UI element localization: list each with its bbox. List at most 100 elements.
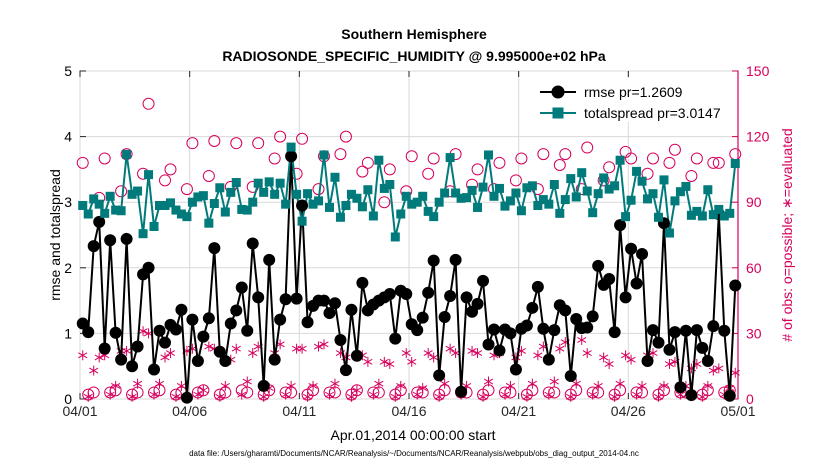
obs-evaluated-point [544,389,554,400]
totalspread-point [116,206,126,216]
rmse-point [663,343,676,356]
totalspread-point [100,208,110,218]
rmse-point [647,324,660,337]
obs-evaluated-point [472,348,483,359]
rmse-point [148,363,161,376]
rmse-point [153,324,166,337]
totalspread-point [270,189,280,199]
y2-tick-label: 150 [746,63,770,79]
totalspread-point [610,181,620,191]
rmse-point [356,276,369,289]
obs-possible-point [493,156,506,169]
obs-possible-point [350,384,363,397]
obs-possible-point [471,163,484,176]
rmse-point [559,304,572,317]
rmse-point [608,326,621,339]
obs-evaluated-point [500,389,510,400]
obs-evaluated-point [604,359,614,370]
obs-evaluated-point [396,380,406,391]
rmse-point [482,338,495,351]
totalspread-point [648,189,658,199]
totalspread-point [434,197,444,207]
obs-possible-point [378,196,391,209]
totalspread-point [264,177,274,187]
obs-evaluated-point [231,343,241,354]
rmse-point [542,353,555,366]
rmse-point [509,363,522,376]
rmse-point [690,324,703,337]
rmse-point [257,379,270,392]
totalspread-point [725,208,735,218]
obs-evaluated-point [248,348,258,359]
obs-evaluated-point [281,389,291,400]
rmse-point [246,237,259,250]
obs-evaluated-point [429,352,439,363]
totalspread-point [160,200,170,210]
series-markers [76,142,742,404]
rmse-point [318,294,331,307]
totalspread-point [390,232,400,242]
x-tick-label: 04/01 [62,403,97,419]
obs-possible-point [553,159,566,172]
totalspread-point [582,186,592,196]
obs-evaluated-point [363,356,373,367]
y2-tick-label: 60 [746,260,762,276]
rmse-point [235,281,248,294]
totalspread-point [681,181,691,191]
totalspread-point [237,204,247,214]
obs-evaluated-point [418,383,428,394]
obs-evaluated-point [412,389,422,400]
totalspread-point [176,209,186,219]
rmse-point [641,354,654,367]
rmse-point [433,369,446,382]
obs-evaluated-point [352,385,362,396]
obs-evaluated-point [132,378,143,389]
totalspread-point [593,189,603,199]
rmse-point [526,301,539,314]
obs-possible-point [186,137,199,150]
totalspread-point [407,199,417,209]
obs-evaluated-point [127,391,137,402]
obs-evaluated-point [703,380,713,391]
rmse-point [416,311,429,324]
rmse-point [389,332,402,345]
totalspread-point [165,198,175,208]
totalspread-point [719,211,729,221]
totalspread-point [248,197,258,207]
obs-evaluated-point [165,348,176,359]
totalspread-point [462,193,472,203]
totalspread-point [149,221,159,231]
legend-totalspread-label: totalspread pr=3.0147 [584,105,721,121]
obs-possible-point [252,137,265,150]
rmse-point [548,324,561,337]
obs-possible-point [405,150,418,163]
y2-axis-label: # of obs: o=possible; ∗=evaluated [779,128,795,341]
obs-evaluated-point [138,326,148,337]
obs-evaluated-point [505,380,516,391]
rmse-point [531,280,544,293]
totalspread-point [478,182,488,192]
totalspread-point [292,189,302,199]
obs-evaluated-point [664,359,675,370]
totalspread-point [335,212,345,222]
totalspread-point [675,187,685,197]
totalspread-point [494,183,504,193]
rmse-point [82,326,95,339]
rmse-line [81,155,737,399]
obs-evaluated-point [171,391,181,402]
y-tick-label: 5 [64,63,72,79]
rmse-point [345,303,358,316]
totalspread-point [171,205,181,215]
obs-evaluated-point [549,376,559,387]
obs-possible-point [537,148,550,161]
obs-evaluated-point [374,378,384,389]
obs-possible-point [559,148,572,161]
rmse-point [213,345,226,358]
totalspread-point [703,185,713,195]
totalspread-point [297,216,307,226]
obs-evaluated-point [302,391,313,402]
obs-possible-point [641,167,654,180]
rmse-point [444,290,457,303]
rmse-point [614,219,627,232]
